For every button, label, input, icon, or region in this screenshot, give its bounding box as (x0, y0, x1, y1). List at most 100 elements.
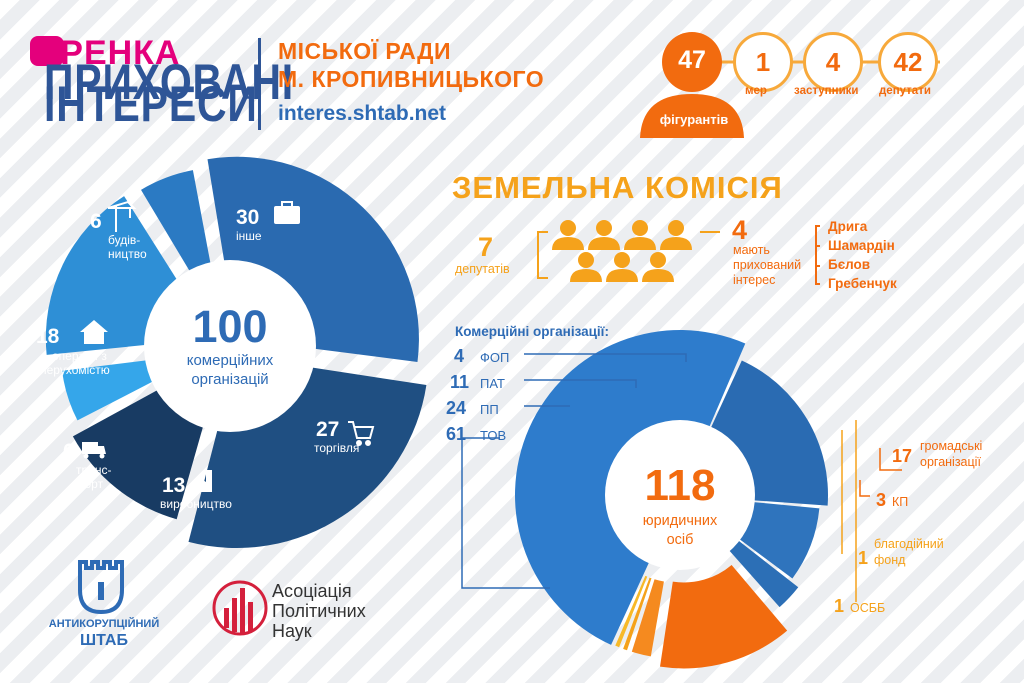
pie1-label-other: інше (236, 229, 262, 243)
pie2-slice-2 (739, 502, 820, 579)
shtab-logo-text-2: ШТАБ (80, 632, 128, 649)
figures-deputy-mayors-circle: 4 (803, 32, 863, 92)
figures-head-icon (662, 32, 722, 92)
person-icon (660, 220, 692, 250)
pie1-label-construction-2: ництво (108, 247, 147, 261)
header-city-name: М. КРОПИВНИЦЬКОГО (278, 66, 545, 92)
pie1-label-realestate-2: нерухомістю (40, 363, 110, 377)
land-deputies-count: 7 (478, 232, 494, 262)
person-icon (624, 220, 656, 250)
site-url-link[interactable]: interes.shtab.net (278, 102, 447, 125)
apn-logo-text-1: Асоціація (272, 581, 352, 601)
pie1-label-trade: торгівля (314, 441, 359, 455)
figures-mayor-circle: 1 (733, 32, 793, 92)
pie2-center-label-1: юридичних (643, 513, 718, 529)
pie2-value-tov: 61 (446, 424, 466, 444)
figures-mayor-value: 1 (755, 46, 771, 77)
pie2-caption: Комерційні організації: (455, 324, 609, 339)
person-icon (552, 220, 584, 250)
pie1-label-construction-1: будів- (108, 233, 140, 247)
pie2-center-value: 118 (645, 461, 716, 510)
figures-mayor-label: мер (745, 85, 767, 97)
pie1-center-disc (144, 260, 316, 432)
pie2-slice-3 (729, 540, 799, 608)
header-divider (258, 38, 261, 130)
land-name-4: Гребенчук (828, 276, 897, 291)
pie2-label-osbb: ОСББ (850, 601, 885, 615)
shtab-logo-icon (78, 560, 124, 615)
pie2-slice-5 (631, 579, 664, 657)
land-name-2: Шамардін (828, 238, 895, 253)
pie2-label-pp: ПП (480, 402, 499, 417)
crane-icon (107, 200, 137, 232)
land-commission-title: ЗЕМЕЛЬНА КОМІСІЯ (452, 170, 783, 205)
pie2-slice-4 (660, 564, 788, 669)
land-interest-count: 4 (732, 215, 748, 245)
pie1-label-realestate-1: операції з (52, 349, 107, 363)
briefcase-icon (274, 201, 300, 224)
pie1-value-other: 30 (236, 206, 259, 229)
pie1-center-value: 100 (192, 301, 267, 352)
person-icon (570, 252, 602, 282)
pie2-value-pat: 11 (450, 372, 469, 392)
pie2-label-ngo-2: організації (920, 455, 981, 469)
pie2-label-charity-1: благодійний (874, 537, 944, 551)
pie1-center-label-2: організацій (191, 371, 268, 388)
grenka-logo-badge (30, 36, 64, 66)
pie1-value-trade: 27 (316, 418, 339, 441)
pie2-value-fop: 4 (454, 346, 464, 366)
grenka-logo-text: ГРЕНКА (40, 34, 181, 72)
pie1-value-construction: 6 (90, 210, 102, 233)
figures-deputy-mayors-value: 4 (825, 46, 841, 77)
apn-logo-text-3: Наук (272, 621, 312, 641)
pie2-leader-lines-yellow (841, 420, 857, 602)
land-interest-label-1: мають (733, 243, 770, 257)
pie2-slice-6 (623, 577, 652, 651)
figures-deputy-mayors-label: заступники (794, 85, 859, 97)
pie1-label-transport-2: порт (78, 477, 104, 491)
pie2-center-label-2: осіб (667, 532, 694, 548)
pie2-label-charity-2: фонд (874, 553, 906, 567)
pie1-label-production: виробництво (160, 497, 232, 511)
figures-deputies-circle: 42 (878, 32, 938, 92)
pie2-value-charity: 1 (858, 548, 868, 568)
pie2-center-disc (605, 420, 755, 570)
deputy-icons (552, 220, 692, 282)
pie2-slice-7 (615, 575, 648, 648)
pie2-value-pp: 24 (446, 398, 466, 418)
header-city-council: МІСЬКОЇ РАДИ (278, 38, 452, 64)
person-icon (588, 220, 620, 250)
pie2-label-fop: ФОП (480, 350, 509, 365)
person-icon (642, 252, 674, 282)
pie1-value-realestate: 18 (36, 325, 60, 348)
pie1-value-production: 13 (162, 474, 185, 497)
pie2-leader-lines-right (859, 448, 902, 497)
person-icon (606, 252, 638, 282)
apn-logo-icon (212, 580, 268, 636)
pie2-slices (515, 330, 828, 669)
pie2-label-tov: ТОВ (480, 428, 506, 443)
pie2-value-ngo: 17 (892, 446, 912, 466)
pie1-label-transport-1: транс- (76, 463, 111, 477)
pie1-center-label-1: комерційних (187, 352, 274, 369)
figures-total-label: фігурантів (659, 112, 729, 127)
land-name-1: Дрига (828, 219, 868, 234)
figures-deputies-label: депутати (879, 85, 931, 97)
figures-total: 47 (678, 46, 706, 74)
pie2-label-pat: ПАТ (480, 376, 505, 391)
figures-body-icon (640, 94, 744, 138)
land-deputies-label: депутатів (455, 262, 510, 276)
brand-title-line1: ПРИХОВАНІ (44, 54, 295, 110)
land-people-svg (537, 220, 820, 285)
shtab-logo-text-1: АНТИКОРУПЦІЙНИЙ (48, 618, 160, 630)
pie2-value-kp: 3 (876, 490, 886, 510)
pie2-slice-0 (515, 330, 746, 645)
pie2-leader-lines-left (461, 353, 687, 589)
factory-icon (194, 470, 212, 492)
figures-deputies-value: 42 (893, 46, 923, 77)
pie2-label-kp: КП (892, 495, 908, 509)
brand-title-line2: ІНТЕРЕСИ (44, 76, 258, 132)
commercial-orgs-chart: 100 комерційних організацій 30 інше 27 т… (36, 156, 427, 549)
land-interest-label-3: інтерес (733, 273, 776, 287)
pie2-slice-1 (710, 360, 828, 506)
